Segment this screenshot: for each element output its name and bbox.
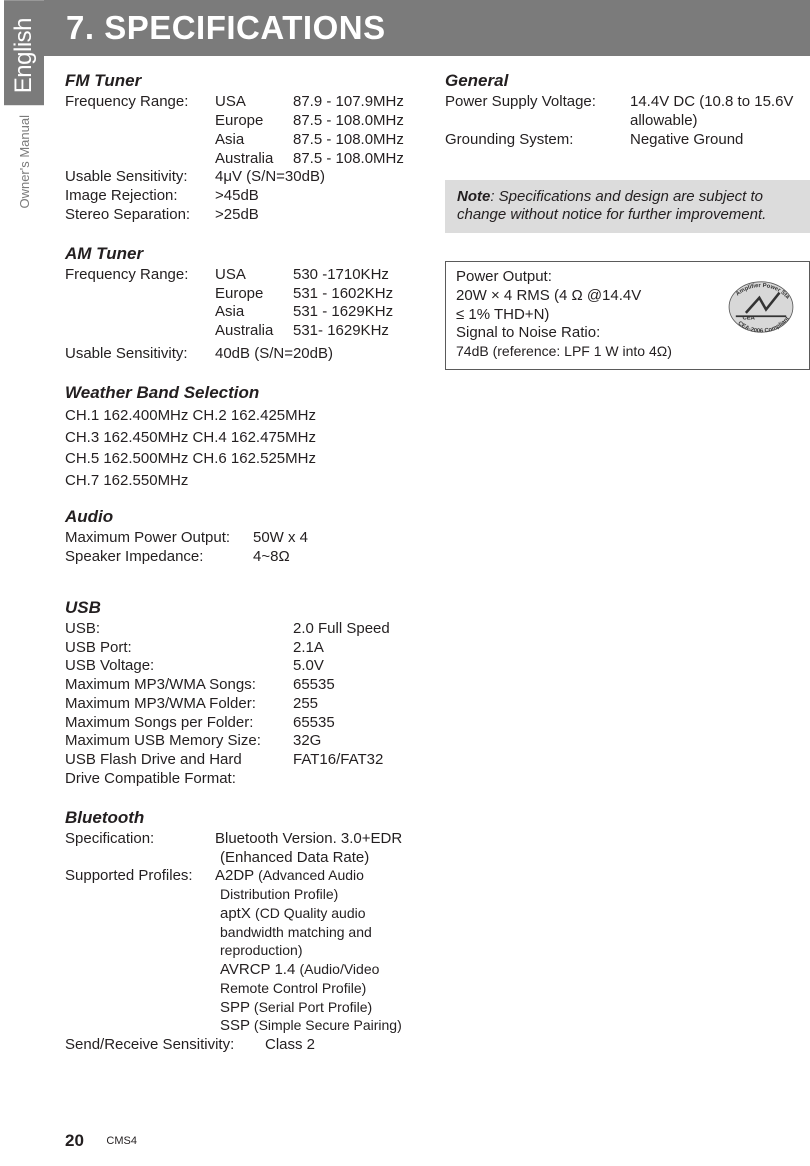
page-title: 7. SPECIFICATIONS [66,9,386,47]
audio-heading: Audio [65,506,435,527]
am-region-0: USA [215,266,293,285]
bt-prof-0a: A2DP [215,867,258,884]
wb-line-2: CH.5 162.500MHz CH.6 162.525MHz [65,448,435,470]
usb-l-0: USB: [65,620,293,639]
usb-v-1: 2.1A [293,639,324,658]
bt-prof-5a: AVRCP 1.4 [220,961,299,978]
fm-val-0: 87.9 - 107.9MHz [293,93,404,112]
wb-line-1: CH.3 162.450MHz CH.4 162.475MHz [65,427,435,449]
am-val-0: 530 -1710KHz [293,266,389,285]
am-freq-label: Frequency Range: [65,266,215,285]
sidebar-language: English [4,0,44,105]
usb-v-2: 5.0V [293,657,324,676]
note-box: Note: Specifications and design are subj… [445,180,810,234]
bt-prof-8a: SSP [220,1017,254,1034]
wb-line-0: CH.1 162.400MHz CH.2 162.425MHz [65,405,435,427]
fm-val-3: 87.5 - 108.0MHz [293,150,404,169]
usb-v-5: 65535 [293,714,335,733]
gen-psv-l: Power Supply Voltage: [445,93,630,112]
fm-region-0: USA [215,93,293,112]
am-sens-l: Usable Sensitivity: [65,345,215,364]
audio-imp-l: Speaker Impedance: [65,548,253,567]
bt-sens-v: Class 2 [265,1036,315,1055]
audio-max-v: 50W x 4 [253,529,308,548]
usb-l-8: Drive Compatible Format: [65,770,293,789]
usb-v-0: 2.0 Full Speed [293,620,390,639]
bt-prof-2b: (CD Quality audio [255,905,366,921]
usb-v-6: 32G [293,732,321,751]
note-label: Note [457,188,490,205]
gen-psv-v2: allowable) [630,112,698,131]
general-heading: General [445,70,810,91]
bt-spec-l: Specification: [65,830,215,849]
audio-imp-v: 4~8Ω [253,548,290,567]
fm-region-1: Europe [215,112,293,131]
power-output-box: Power Output: 20W × 4 RMS (4 Ω @14.4V ≤ … [445,261,810,370]
gen-gnd-l: Grounding System: [445,131,630,150]
bt-prof-1b: Distribution Profile) [220,886,338,902]
usb-l-3: Maximum MP3/WMA Songs: [65,676,293,695]
fm-val-2: 87.5 - 108.0MHz [293,131,404,150]
fm-region-3: Australia [215,150,293,169]
usb-l-7: USB Flash Drive and Hard [65,751,293,770]
bt-spec-v2: (Enhanced Data Rate) [220,849,369,868]
svg-text:CEA: CEA [743,316,756,322]
fm-sens-v: 4μV (S/N=30dB) [215,168,325,187]
fm-sens-l: Usable Sensitivity: [65,168,215,187]
wb-heading: Weather Band Selection [65,382,435,403]
usb-v-3: 65535 [293,676,335,695]
bt-sens-l: Send/Receive Sensitivity: [65,1036,265,1055]
sidebar-subtitle: Owner's Manual [17,115,32,209]
usb-l-6: Maximum USB Memory Size: [65,732,293,751]
bt-prof-6b: Remote Control Profile) [220,980,366,996]
bt-profiles-label: Supported Profiles: [65,867,215,886]
bt-prof-0b: (Advanced Audio [258,867,364,883]
bt-prof-7a: SPP [220,999,254,1016]
fm-freq-label: Frequency Range: [65,93,215,112]
usb-l-4: Maximum MP3/WMA Folder: [65,695,293,714]
bt-prof-2a: aptX [220,905,255,922]
bt-prof-3b: bandwidth matching and [220,924,372,940]
am-val-2: 531 - 1629KHz [293,303,393,322]
bt-spec-v1: Bluetooth Version. 3.0+EDR [215,830,402,849]
note-text: : Specifications and design are subject … [457,188,766,224]
wb-line-3: CH.7 162.550MHz [65,470,435,492]
audio-max-l: Maximum Power Output: [65,529,253,548]
fm-heading: FM Tuner [65,70,435,91]
usb-l-5: Maximum Songs per Folder: [65,714,293,733]
am-val-3: 531- 1629KHz [293,322,389,341]
fm-region-2: Asia [215,131,293,150]
bt-prof-8b: (Simple Secure Pairing) [254,1017,402,1033]
fm-sep-v: >25dB [215,206,259,225]
am-sens-v: 40dB (S/N=20dB) [215,345,333,364]
usb-l-1: USB Port: [65,639,293,658]
cea-compliant-icon: Amplifier Power Standard CEA-2006 Compli… [719,268,803,346]
fm-img-l: Image Rejection: [65,187,215,206]
page-number: 20 [65,1131,84,1150]
fm-sep-l: Stereo Separation: [65,206,215,225]
usb-v-7: FAT16/FAT32 [293,751,383,770]
am-val-1: 531 - 1602KHz [293,285,393,304]
am-heading: AM Tuner [65,243,435,264]
fm-val-1: 87.5 - 108.0MHz [293,112,404,131]
usb-v-4: 255 [293,695,318,714]
am-region-3: Australia [215,322,293,341]
title-bar: 7. SPECIFICATIONS [44,0,810,56]
bt-heading: Bluetooth [65,807,435,828]
gen-psv-v1: 14.4V DC (10.8 to 15.6V [630,93,793,112]
model-code: CMS4 [106,1135,137,1147]
fm-img-v: >45dB [215,187,259,206]
bt-prof-4b: reproduction) [220,942,303,958]
am-region-2: Asia [215,303,293,322]
usb-heading: USB [65,597,435,618]
bt-prof-7b: (Serial Port Profile) [254,999,372,1015]
usb-l-2: USB Voltage: [65,657,293,676]
am-region-1: Europe [215,285,293,304]
gen-gnd-v: Negative Ground [630,131,743,150]
bt-prof-5b: (Audio/Video [299,961,379,977]
